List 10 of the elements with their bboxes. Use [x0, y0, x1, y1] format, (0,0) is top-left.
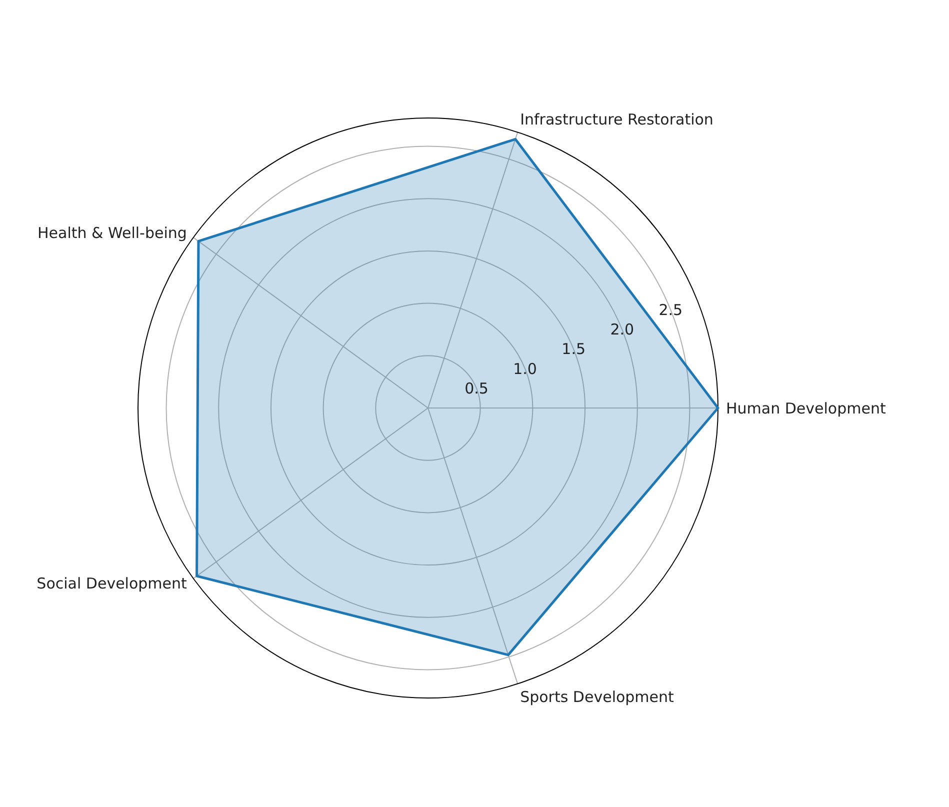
spoke-label: Human Development: [726, 399, 886, 418]
y-tick-label: 1.5: [562, 340, 586, 358]
y-tick-label: 2.0: [610, 320, 634, 339]
spoke-label: Health & Well-being: [38, 224, 187, 242]
spoke-label: Sports Development: [520, 688, 674, 706]
spoke-label: Social Development: [36, 574, 188, 592]
y-tick-label: 0.5: [464, 379, 488, 398]
y-tick-label: 2.5: [658, 300, 683, 319]
y-tick-label: 1.0: [513, 360, 537, 378]
spoke-label: Infrastructure Restoration: [520, 110, 714, 129]
